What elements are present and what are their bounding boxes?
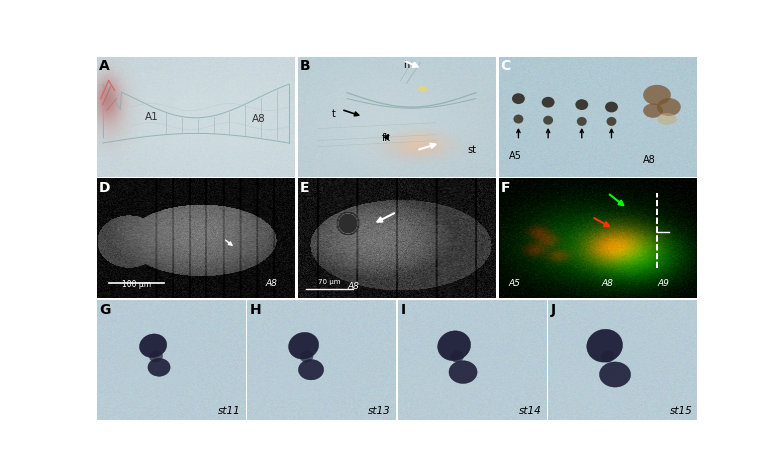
Ellipse shape [575, 99, 588, 110]
Circle shape [417, 86, 427, 92]
Ellipse shape [601, 351, 615, 362]
Ellipse shape [600, 362, 631, 387]
Ellipse shape [587, 329, 622, 362]
Text: J: J [551, 303, 557, 317]
Text: A5: A5 [509, 151, 522, 161]
Ellipse shape [543, 116, 553, 125]
Ellipse shape [512, 93, 525, 104]
Text: G: G [100, 303, 111, 317]
Text: st15: st15 [670, 406, 692, 416]
Ellipse shape [449, 361, 477, 383]
Ellipse shape [139, 334, 166, 357]
Text: E: E [300, 181, 309, 195]
Text: B: B [300, 59, 310, 73]
Text: A8: A8 [252, 114, 266, 124]
Text: A8: A8 [265, 279, 277, 288]
Text: h: h [403, 60, 409, 70]
Text: F: F [501, 181, 510, 195]
Text: 70 µm: 70 µm [318, 279, 341, 285]
Ellipse shape [607, 117, 616, 126]
Ellipse shape [605, 101, 618, 112]
Text: A1: A1 [146, 111, 159, 122]
Text: A: A [99, 59, 109, 73]
Text: t: t [331, 109, 335, 119]
Text: A5: A5 [509, 279, 520, 288]
Ellipse shape [300, 351, 313, 362]
Ellipse shape [542, 97, 554, 108]
Text: A9: A9 [657, 279, 669, 288]
Ellipse shape [289, 332, 319, 359]
Ellipse shape [643, 85, 671, 105]
Text: 100 µm: 100 µm [122, 280, 151, 289]
Ellipse shape [577, 117, 587, 126]
Ellipse shape [657, 98, 681, 116]
Ellipse shape [450, 351, 464, 362]
Text: st: st [467, 145, 477, 155]
Text: D: D [99, 181, 110, 195]
Text: st14: st14 [519, 406, 542, 416]
Ellipse shape [437, 331, 471, 361]
Text: A8: A8 [348, 282, 359, 291]
Text: I: I [401, 303, 406, 317]
Text: A8: A8 [643, 155, 656, 165]
Text: C: C [501, 59, 511, 73]
Ellipse shape [643, 103, 663, 118]
Ellipse shape [149, 351, 163, 362]
Text: st11: st11 [217, 406, 241, 416]
Text: fk: fk [382, 133, 392, 143]
Text: st13: st13 [368, 406, 391, 416]
Ellipse shape [657, 113, 676, 125]
Ellipse shape [299, 360, 324, 380]
Text: A8: A8 [601, 279, 614, 288]
Text: H: H [250, 303, 262, 317]
Ellipse shape [148, 358, 170, 376]
Ellipse shape [513, 115, 523, 124]
